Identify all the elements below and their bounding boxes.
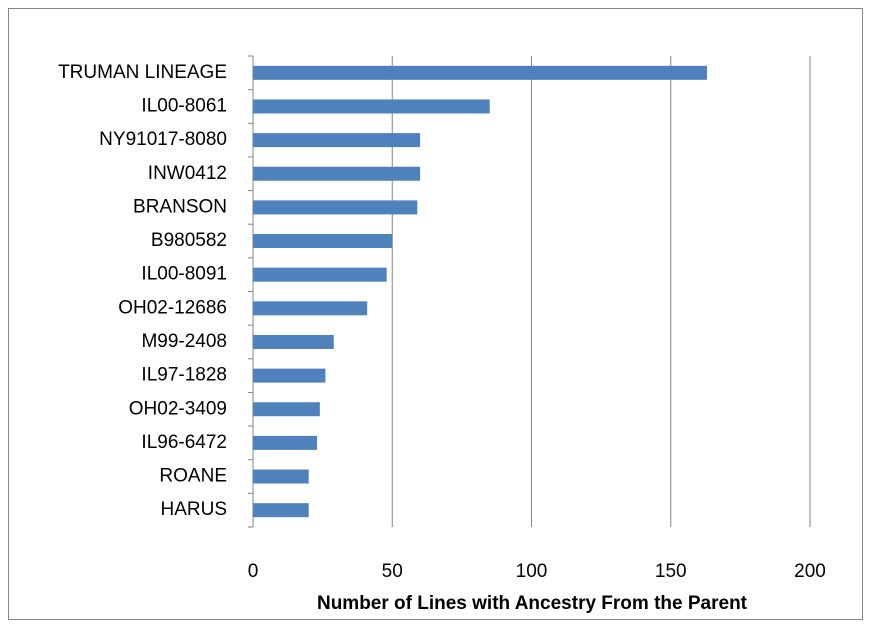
bar [253,368,326,383]
y-tick-label: OH02-12686 [118,297,227,318]
y-tick-label: ROANE [159,466,227,487]
bar [253,435,318,450]
y-tick-label: IL00-8061 [141,95,227,116]
bar [253,133,421,148]
bar [253,503,309,518]
y-tick-label: M99-2408 [141,331,227,352]
bar [253,402,320,417]
bar [253,99,490,114]
bar [253,267,387,282]
x-axis-title: Number of Lines with Ancestry From the P… [317,593,748,614]
y-tick-label: IL96-6472 [141,432,227,453]
bar [253,166,421,181]
x-tick-label: 150 [655,561,687,582]
bar [253,334,334,349]
bar [253,301,368,316]
y-tick-label: IL97-1828 [141,365,227,386]
bar [253,234,393,249]
y-tick-label: B980582 [151,230,227,251]
x-tick-label: 0 [248,561,259,582]
y-tick-label: HARUS [160,499,227,520]
y-tick-label: BRANSON [133,196,227,217]
bar [253,65,707,80]
x-tick-label: 50 [382,561,403,582]
bar [253,469,309,484]
y-tick-label: INW0412 [148,163,227,184]
y-tick-label: NY91017-8080 [99,129,227,150]
x-tick-label: 200 [794,561,826,582]
y-tick-label: IL00-8091 [141,264,227,285]
bar [253,200,418,215]
x-tick-label: 100 [516,561,548,582]
y-tick-label: TRUMAN LINEAGE [58,62,227,83]
y-tick-label: OH02-3409 [129,398,227,419]
